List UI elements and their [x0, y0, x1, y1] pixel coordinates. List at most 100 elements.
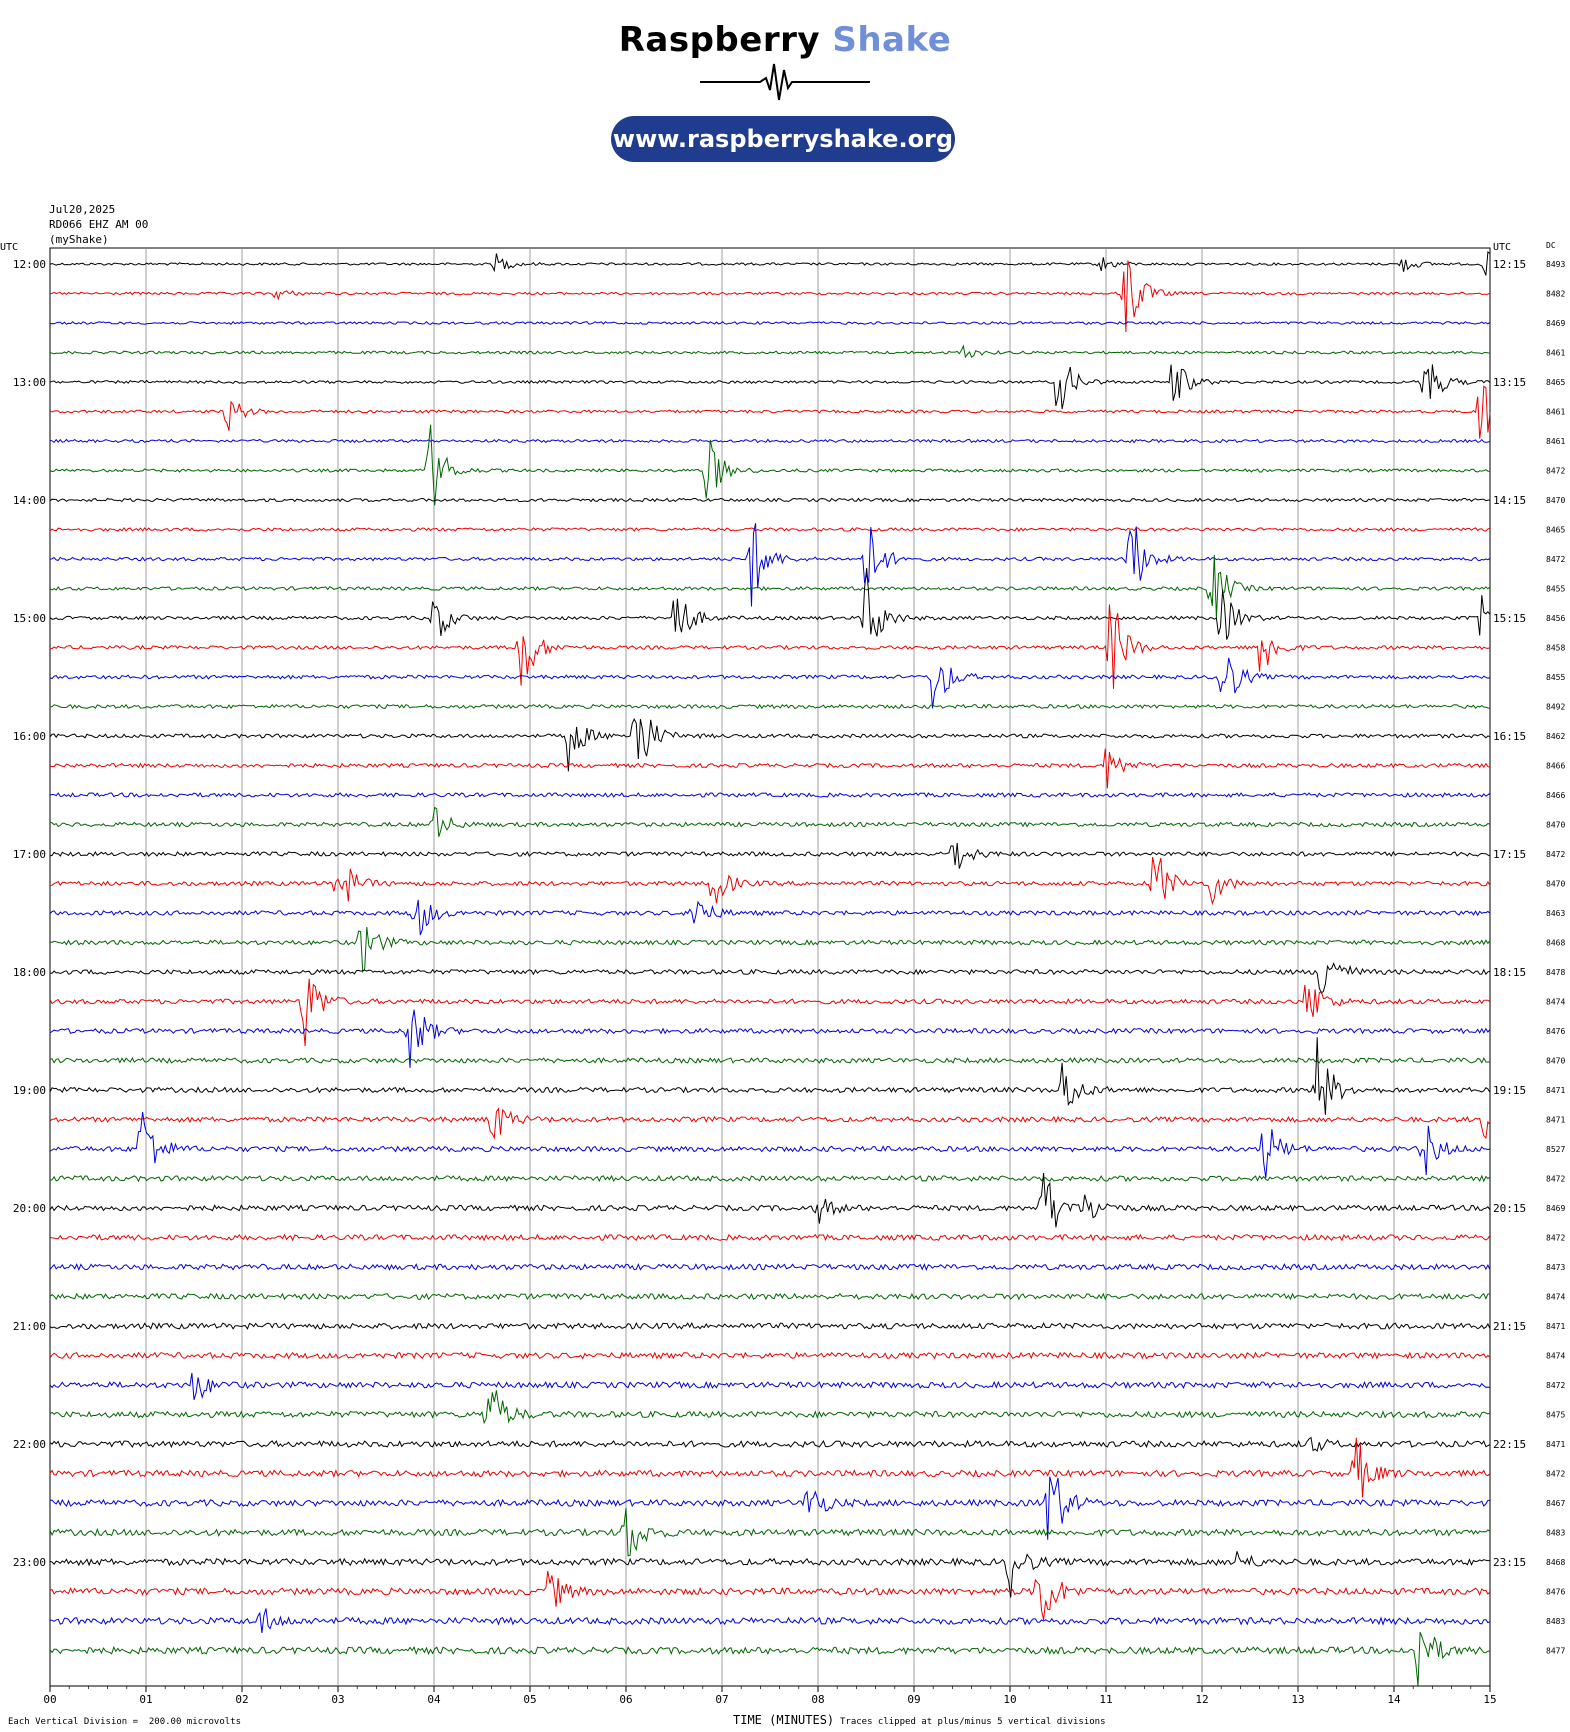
seismic-trace — [49, 1009, 1491, 1068]
dc-value-label: 8456 — [1546, 614, 1565, 623]
dc-value-label: 8493 — [1546, 260, 1565, 269]
dc-value-label: 8474 — [1546, 1293, 1565, 1302]
hour-label-left: 15:00 — [13, 612, 46, 625]
seismic-trace — [49, 1292, 1491, 1301]
seismic-trace — [49, 320, 1491, 326]
seismic-trace — [49, 1631, 1491, 1686]
clip-note: Traces clipped at plus/minus 5 vertical … — [840, 1717, 1106, 1727]
dc-value-label: 8492 — [1546, 703, 1565, 712]
seismic-trace — [49, 527, 1491, 532]
dc-value-label: 8471 — [1546, 1440, 1565, 1449]
x-tick-label: 00 — [43, 1693, 56, 1706]
seismic-trace — [49, 385, 1491, 439]
dc-value-label: 8462 — [1546, 732, 1565, 741]
dc-value-label: 8470 — [1546, 821, 1565, 830]
dc-value-label: 8470 — [1546, 1057, 1565, 1066]
x-tick-label: 12 — [1195, 1693, 1208, 1706]
vertical-division-note: Each Vertical Division = 200.00 microvol… — [8, 1717, 241, 1727]
seismic-trace — [49, 657, 1491, 709]
hour-label-left: 20:00 — [13, 1202, 46, 1215]
hour-label-right: 15:15 — [1493, 612, 1526, 625]
seismic-trace — [49, 251, 1491, 276]
hour-label-right: 14:15 — [1493, 494, 1526, 507]
seismic-trace — [49, 1476, 1490, 1540]
right-utc-label: UTC — [1493, 242, 1511, 253]
dc-value-label: 8470 — [1546, 880, 1565, 889]
hour-label-right: 17:15 — [1493, 848, 1526, 861]
website-url-badge[interactable]: www.raspberryshake.org — [611, 116, 955, 162]
seismic-trace — [49, 260, 1491, 333]
x-tick-label: 03 — [331, 1693, 344, 1706]
seismic-trace — [49, 1570, 1491, 1621]
x-tick-label: 04 — [427, 1693, 441, 1706]
seismic-trace — [49, 554, 1491, 619]
dc-value-label: 8478 — [1546, 968, 1565, 977]
dc-value-label: 8483 — [1546, 1617, 1565, 1626]
seismic-wave-logo-icon — [700, 63, 870, 101]
dc-value-label: 8471 — [1546, 1086, 1565, 1095]
header: Raspberry Shake www.raspberryshake.org — [0, 0, 1570, 180]
seismic-trace — [49, 523, 1491, 607]
dc-value-label: 8472 — [1546, 467, 1565, 476]
dc-value-label: 8476 — [1546, 1588, 1565, 1597]
seismic-trace — [49, 567, 1491, 640]
brand-name-part1: Raspberry — [618, 20, 821, 60]
hour-label-right: 23:15 — [1493, 1556, 1526, 1569]
seismic-trace — [49, 344, 1491, 359]
dc-value-label: 8471 — [1546, 1322, 1565, 1331]
seismic-trace — [49, 424, 1490, 506]
dc-value-label: 8473 — [1546, 1263, 1565, 1272]
seismic-trace — [49, 748, 1491, 789]
seismic-trace — [49, 1173, 1491, 1228]
x-tick-label: 05 — [523, 1693, 536, 1706]
hour-label-right: 21:15 — [1493, 1320, 1526, 1333]
x-tick-label: 11 — [1099, 1693, 1112, 1706]
hour-label-left: 18:00 — [13, 966, 46, 979]
dc-value-label: 8463 — [1546, 909, 1565, 918]
seismic-trace — [49, 926, 1491, 974]
dc-value-label: 8465 — [1546, 378, 1565, 387]
x-tick-label: 13 — [1291, 1693, 1304, 1706]
seismic-trace — [49, 1390, 1491, 1425]
seismic-trace — [49, 1551, 1490, 1598]
dc-value-label: 8472 — [1546, 850, 1565, 859]
seismic-trace — [49, 1111, 1491, 1179]
dc-value-label: 8476 — [1546, 1027, 1565, 1036]
dc-value-label: 8468 — [1546, 1558, 1565, 1567]
seismic-trace — [49, 1436, 1491, 1452]
seismic-trace — [49, 1037, 1491, 1115]
hour-label-left: 21:00 — [13, 1320, 46, 1333]
record-date: Jul20,2025 — [49, 203, 116, 216]
dc-value-label: 8472 — [1546, 1175, 1565, 1184]
hour-label-right: 12:15 — [1493, 258, 1526, 271]
seismic-trace — [49, 364, 1491, 410]
hour-label-right: 13:15 — [1493, 376, 1526, 389]
seismic-trace — [49, 1351, 1491, 1360]
seismic-trace — [49, 1437, 1491, 1498]
station-metadata: Jul20,2025 RD066 EHZ AM 00 (myShake) — [49, 202, 148, 247]
seismic-trace — [49, 1107, 1491, 1140]
seismic-trace — [49, 1174, 1491, 1183]
dc-value-label: 8472 — [1546, 555, 1565, 564]
seismic-trace — [49, 1507, 1491, 1557]
dc-value-label: 8461 — [1546, 437, 1565, 446]
hour-label-left: 16:00 — [13, 730, 46, 743]
hour-label-right: 22:15 — [1493, 1438, 1526, 1451]
seismic-trace — [49, 792, 1491, 798]
dc-value-label: 8471 — [1546, 1116, 1565, 1125]
dc-value-label: 8482 — [1546, 290, 1565, 299]
x-tick-label: 08 — [811, 1693, 824, 1706]
x-tick-label: 15 — [1483, 1693, 1496, 1706]
hour-label-right: 19:15 — [1493, 1084, 1526, 1097]
dc-value-label: 8466 — [1546, 762, 1565, 771]
dc-value-label: 8469 — [1546, 1204, 1565, 1213]
seismic-trace — [49, 604, 1491, 689]
left-utc-label: UTC — [0, 242, 18, 253]
dc-value-label: 8477 — [1546, 1647, 1565, 1656]
seismic-trace — [49, 962, 1491, 995]
logo-title: Raspberry Shake — [0, 20, 1570, 60]
seismic-trace — [49, 497, 1491, 503]
hour-label-right: 20:15 — [1493, 1202, 1526, 1215]
dc-value-label: 8461 — [1546, 349, 1565, 358]
x-tick-label: 07 — [715, 1693, 728, 1706]
